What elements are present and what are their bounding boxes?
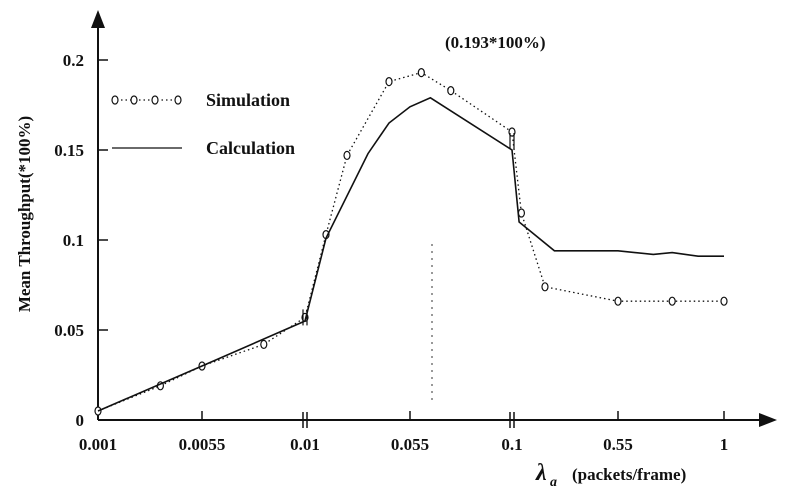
x-tick-label: 0.01 — [290, 435, 320, 454]
y-ticks: 0 0.05 0.1 0.15 0.2 — [54, 51, 108, 430]
simulation-point — [260, 339, 268, 349]
x-axis-symbol: λ — [535, 460, 547, 486]
x-axis-title: λ a (packets/frame) — [535, 460, 686, 490]
y-tick-label: 0.1 — [63, 231, 84, 250]
x-tick-label: 0.0055 — [179, 435, 226, 454]
x-ticks: 0.001 0.0055 0.01 0.055 0.1 0.55 1 — [79, 411, 728, 454]
x-tick-label: 1 — [720, 435, 729, 454]
legend: Simulation Calculation — [111, 90, 295, 158]
legend-item-calculation: Calculation — [112, 138, 295, 158]
axes — [91, 10, 777, 428]
simulation-point — [517, 208, 526, 218]
series-line-simulation — [97, 71, 724, 412]
y-tick-label: 0.2 — [63, 51, 84, 70]
simulation-point — [614, 296, 622, 306]
x-axis-arrow — [759, 413, 777, 427]
y-tick-label: 0.05 — [54, 321, 84, 340]
simulation-point — [720, 296, 728, 306]
legend-item-simulation: Simulation — [111, 90, 290, 110]
simulation-point — [541, 282, 549, 292]
y-tick-label: 0 — [76, 411, 85, 430]
y-axis-arrow — [91, 10, 105, 28]
legend-label-calculation: Calculation — [206, 138, 295, 158]
x-tick-label: 0.55 — [603, 435, 633, 454]
x-axis-break-2 — [509, 412, 515, 428]
y-tick-label: 0.15 — [54, 141, 84, 160]
series-line-calculation — [97, 96, 724, 412]
peak-annotation: (0.193*100%) — [445, 33, 546, 52]
x-tick-label: 0.1 — [501, 435, 522, 454]
simulation-point — [447, 85, 455, 96]
x-tick-label: 0.001 — [79, 435, 117, 454]
x-axis-break-1 — [302, 412, 308, 428]
x-axis-subscript: a — [550, 475, 557, 490]
series-layer — [94, 67, 728, 416]
simulation-point — [668, 296, 676, 306]
y-axis-title: Mean Throughput(*100%) — [15, 116, 34, 312]
legend-label-simulation: Simulation — [206, 90, 290, 110]
x-axis-unit: (packets/frame) — [572, 465, 686, 484]
simulation-point — [343, 150, 351, 160]
x-tick-label: 0.055 — [391, 435, 429, 454]
simulation-point — [417, 67, 425, 78]
simulation-point — [385, 76, 393, 87]
